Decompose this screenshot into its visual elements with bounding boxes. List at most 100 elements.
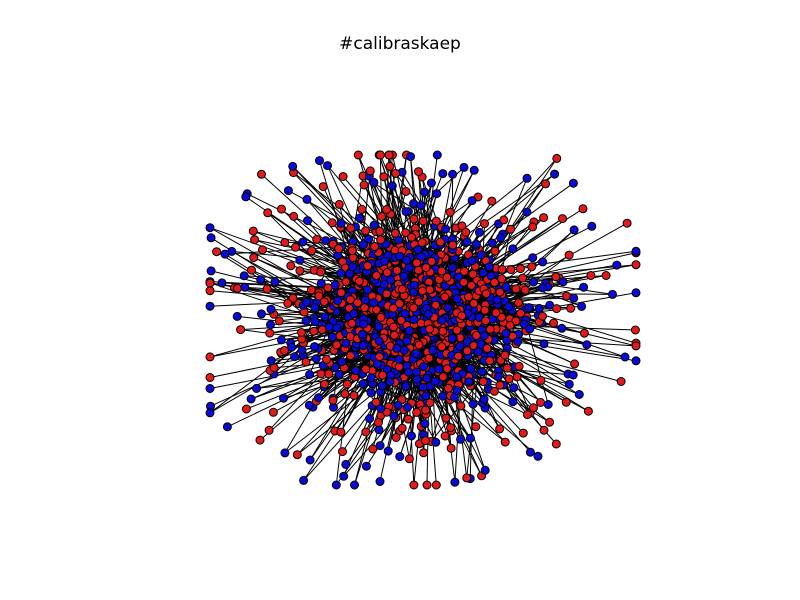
graph-node-blue bbox=[341, 338, 351, 348]
graph-node-red bbox=[332, 340, 342, 350]
graph-node-blue bbox=[420, 419, 430, 429]
graph-node-blue bbox=[528, 253, 538, 263]
graph-node-red bbox=[566, 303, 576, 313]
graph-node-blue bbox=[287, 342, 297, 352]
graph-node-red bbox=[435, 237, 445, 247]
graph-node-blue bbox=[266, 356, 276, 366]
graph-node-blue bbox=[341, 459, 351, 469]
graph-node-blue bbox=[374, 336, 384, 346]
graph-node-red bbox=[417, 238, 427, 247]
graph-node-red bbox=[390, 228, 400, 238]
graph-node-red bbox=[622, 218, 632, 228]
graph-node-blue bbox=[403, 402, 412, 412]
graph-node-red bbox=[316, 267, 326, 277]
graph-node-red bbox=[495, 380, 505, 390]
graph-node-blue bbox=[266, 320, 275, 330]
graph-node-blue bbox=[298, 237, 308, 247]
graph-node-red bbox=[295, 266, 305, 276]
graph-node-blue bbox=[447, 263, 457, 273]
graph-node-blue bbox=[620, 352, 630, 362]
graph-node-red bbox=[382, 289, 392, 299]
graph-node-blue bbox=[529, 277, 538, 287]
graph-node-red bbox=[375, 226, 385, 236]
graph-node-blue bbox=[239, 271, 249, 281]
graph-node-blue bbox=[525, 447, 535, 457]
graph-node-red bbox=[616, 377, 626, 386]
graph-node-red bbox=[414, 297, 424, 307]
graph-node-red bbox=[528, 222, 538, 232]
graph-node-red bbox=[391, 168, 401, 178]
graph-node-red bbox=[212, 247, 222, 257]
graph-node-red bbox=[422, 480, 432, 490]
graph-node-blue bbox=[569, 225, 579, 235]
graph-node-blue bbox=[416, 252, 426, 262]
graph-node-red bbox=[551, 272, 561, 282]
graph-node-red bbox=[437, 342, 447, 352]
graph-node-red bbox=[371, 271, 381, 280]
graph-node-blue bbox=[295, 255, 305, 265]
graph-node-red bbox=[205, 352, 215, 362]
graph-node-blue bbox=[419, 362, 429, 371]
graph-node-blue bbox=[409, 287, 419, 297]
graph-node-blue bbox=[479, 394, 489, 404]
graph-node-blue bbox=[504, 302, 514, 312]
graph-node-red bbox=[280, 346, 289, 355]
figure-title: #calibraskaep bbox=[339, 34, 461, 54]
graph-node-red bbox=[286, 261, 296, 271]
graph-node-blue bbox=[320, 312, 330, 322]
graph-node-red bbox=[490, 277, 499, 287]
graph-node-red bbox=[414, 340, 424, 350]
graph-node-blue bbox=[366, 373, 376, 383]
graph-node-red bbox=[529, 403, 538, 413]
graph-node-blue bbox=[496, 233, 506, 243]
graph-node-blue bbox=[379, 279, 389, 289]
graph-node-blue bbox=[314, 393, 323, 403]
graph-node-blue bbox=[631, 246, 641, 256]
graph-node-red bbox=[288, 293, 298, 303]
graph-node-red bbox=[322, 354, 331, 364]
graph-node-red bbox=[397, 423, 407, 433]
graph-node-red bbox=[382, 205, 391, 214]
graph-node-red bbox=[309, 326, 319, 336]
graph-node-blue bbox=[402, 336, 412, 346]
graph-node-red bbox=[466, 280, 476, 290]
graph-node-red bbox=[527, 262, 537, 272]
graph-node-red bbox=[396, 315, 406, 325]
graph-node-red bbox=[248, 226, 258, 236]
graph-node-red bbox=[409, 303, 419, 313]
graph-node-red bbox=[327, 218, 337, 228]
graph-node-red bbox=[404, 454, 414, 464]
graph-node-red bbox=[412, 407, 422, 417]
graph-node-blue bbox=[538, 283, 547, 293]
graph-node-red bbox=[370, 242, 380, 251]
graph-node-blue bbox=[430, 376, 440, 386]
graph-node-blue bbox=[290, 352, 300, 362]
graph-node-red bbox=[491, 308, 501, 318]
graph-node-blue bbox=[508, 397, 518, 407]
graph-node-blue bbox=[386, 275, 396, 285]
graph-node-red bbox=[353, 298, 363, 308]
graph-node-red bbox=[388, 303, 398, 313]
graph-node-blue bbox=[321, 236, 331, 246]
graph-node-red bbox=[376, 312, 386, 322]
graph-node-red bbox=[359, 180, 369, 190]
graph-node-blue bbox=[332, 323, 342, 333]
graph-node-blue bbox=[276, 335, 286, 345]
graph-node-red bbox=[389, 330, 399, 340]
graph-node-red bbox=[379, 172, 389, 182]
graph-node-blue bbox=[280, 448, 290, 458]
graph-node-blue bbox=[477, 367, 487, 377]
graph-node-blue bbox=[455, 341, 465, 351]
graph-node-blue bbox=[539, 339, 549, 349]
graph-node-red bbox=[371, 397, 381, 407]
graph-node-blue bbox=[478, 268, 488, 278]
graph-node-blue bbox=[524, 303, 534, 313]
graph-node-blue bbox=[522, 173, 532, 183]
graph-node-blue bbox=[369, 298, 379, 308]
graph-node-red bbox=[514, 361, 524, 371]
graph-node-red bbox=[371, 305, 381, 315]
graph-node-red bbox=[438, 326, 448, 336]
graph-node-blue bbox=[452, 385, 462, 395]
graph-node-red bbox=[471, 422, 481, 432]
graph-node-blue bbox=[467, 196, 477, 206]
